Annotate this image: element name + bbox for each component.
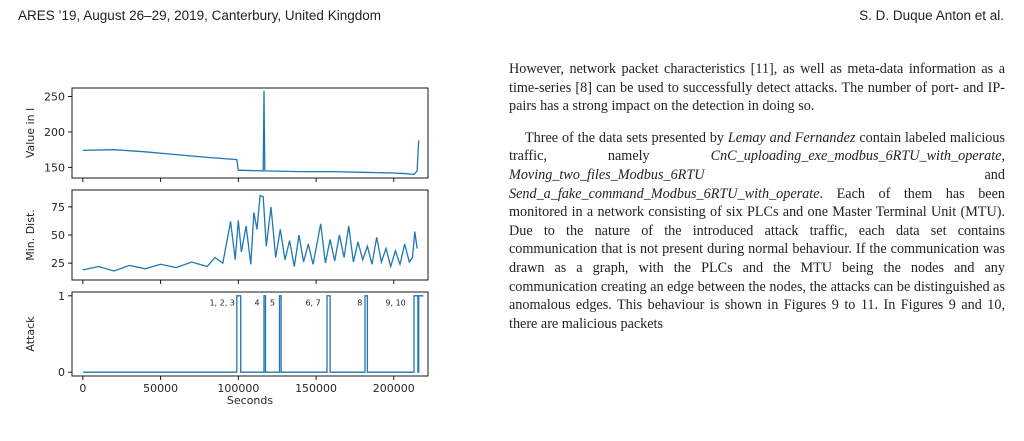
paragraph-detection: However, network packet characteristics … [509, 61, 1005, 115]
panel-1-series-line [82, 90, 420, 176]
authors-emphasis: Lemay and Fernandez [727, 129, 856, 146]
para2-rest: . Each of them has been monitored in a n… [509, 185, 1005, 332]
panel-2-series-line [82, 194, 418, 272]
x-tick-label: 200000 [373, 382, 415, 395]
separator-2: and [704, 166, 1006, 183]
panel-3-frame [71, 291, 429, 377]
panel-3-series-line [82, 295, 424, 373]
y-axis-label: Min. Dist. [24, 209, 37, 261]
y-tick-label: 150 [44, 161, 65, 174]
y-axis-label: Attack [24, 316, 37, 352]
attack-annotation: 9, 10 [385, 299, 405, 308]
y-tick-label: 200 [44, 126, 65, 139]
x-tick-label: 50000 [143, 382, 178, 395]
body-text-column: However, network packet characteristics … [509, 60, 1005, 333]
y-tick-label: 250 [44, 91, 65, 104]
dataset-name-1: CnC_uploading_exe_modbus_6RTU_with_opera… [710, 148, 1002, 165]
paragraph-datasets: Three of the data sets presented by Lema… [509, 129, 1005, 334]
dataset-name-2: Moving_two_files_Modbus_6RTU [509, 166, 705, 183]
para2-mid: contain labeled malicious traffic, namel… [509, 129, 1005, 165]
y-tick-label: 50 [51, 229, 65, 242]
x-axis-label: Seconds [227, 394, 273, 407]
dataset-name-3: Send_a_fake_command_Modbus_6RTU_with_ope… [509, 185, 820, 202]
attack-annotation: 5 [270, 299, 275, 308]
separator-1: , [1001, 148, 1005, 165]
y-tick-label: 1 [58, 290, 65, 303]
attack-annotation: 4 [255, 299, 260, 308]
panel-1-frame [71, 87, 429, 179]
attack-annotation: 8 [357, 299, 362, 308]
para2-intro: Three of the data sets presented by [525, 129, 728, 146]
x-tick-label: 150000 [295, 382, 337, 395]
attack-annotation: 1, 2, 3 [209, 299, 234, 308]
x-tick-label: 100000 [217, 382, 259, 395]
y-tick-label: 75 [51, 201, 65, 214]
y-tick-label: 25 [51, 257, 65, 270]
running-header-right: S. D. Duque Anton et al. [859, 8, 1004, 23]
running-header-left: ARES ’19, August 26–29, 2019, Canterbury… [18, 8, 381, 23]
y-tick-label: 0 [58, 366, 65, 379]
attack-annotation: 6, 7 [305, 299, 320, 308]
x-tick-label: 0 [79, 382, 86, 395]
y-axis-label: Value in l [24, 108, 37, 158]
